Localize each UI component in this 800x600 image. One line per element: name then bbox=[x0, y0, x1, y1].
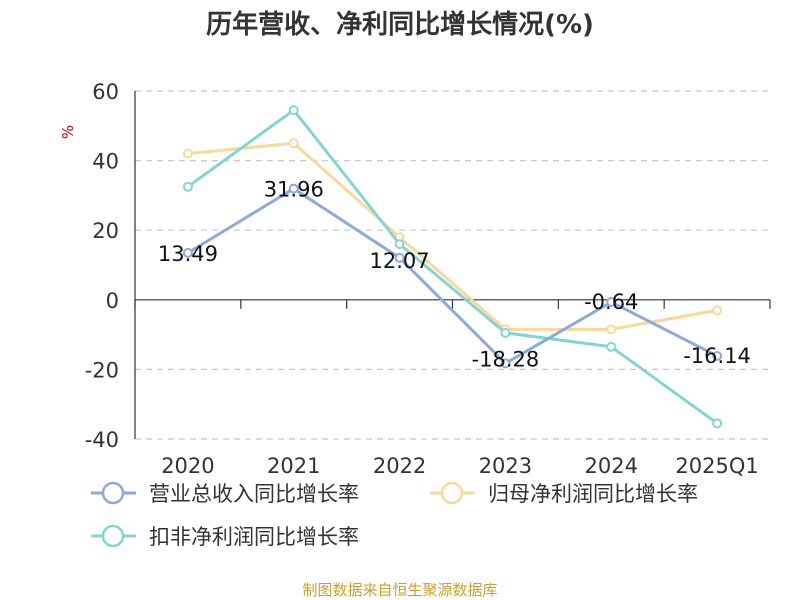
legend-label: 归母净利润同比增长率 bbox=[488, 482, 698, 506]
data-labels: 13.49 31.96 12.07 -18.28 -0.64 -16.14 bbox=[158, 178, 751, 372]
source-note: 制图数据来自恒生聚源数据库 bbox=[302, 581, 497, 599]
y-tick-label: -40 bbox=[85, 428, 119, 452]
series-0-point bbox=[182, 247, 193, 258]
series-line-1 bbox=[187, 141, 718, 331]
legend-swatch-circle bbox=[101, 481, 125, 505]
data-label: 13.49 bbox=[158, 242, 218, 266]
y-tick-label: -20 bbox=[85, 358, 119, 382]
series-1-point bbox=[288, 138, 299, 149]
axes bbox=[134, 91, 771, 439]
grid-lines bbox=[135, 90, 770, 440]
legend-item-2[interactable]: 扣非净利润同比增长率 bbox=[91, 524, 359, 549]
series-2-point bbox=[712, 418, 723, 429]
x-tick-label: 2025Q1 bbox=[675, 454, 758, 478]
x-tick-label: 2020 bbox=[161, 454, 214, 478]
series-2-point bbox=[182, 181, 193, 192]
series-1-point bbox=[712, 305, 723, 316]
series-2-point bbox=[606, 341, 617, 352]
legend-swatch-circle bbox=[101, 524, 125, 548]
series-0-point bbox=[288, 183, 299, 194]
legend-label: 扣非净利润同比增长率 bbox=[149, 525, 359, 549]
legend-label: 营业总收入同比增长率 bbox=[149, 482, 359, 506]
x-tick-label: 2021 bbox=[267, 454, 320, 478]
legend-item-0[interactable]: 营业总收入同比增长率 bbox=[91, 481, 359, 506]
chart-title: 历年营收、净利同比增长情况(%) bbox=[206, 9, 594, 40]
legend-swatch-circle bbox=[440, 481, 464, 505]
series-1-point bbox=[606, 324, 617, 335]
y-tick-label: 20 bbox=[92, 219, 119, 243]
series-line-0 bbox=[187, 187, 718, 365]
series-0-point bbox=[712, 350, 723, 361]
y-axis-ticks: 60 40 20 0 -20 -40 bbox=[85, 80, 119, 452]
x-tick-label: 2023 bbox=[479, 454, 532, 478]
series-0-point bbox=[606, 297, 617, 308]
data-label: -0.64 bbox=[584, 290, 638, 314]
series-2-point bbox=[394, 239, 405, 250]
y-tick-label: 40 bbox=[92, 150, 119, 174]
series-2-point bbox=[500, 327, 511, 338]
series-line-2 bbox=[187, 108, 718, 425]
series-1-point bbox=[182, 148, 193, 159]
series-2-point bbox=[288, 105, 299, 116]
data-label: -16.14 bbox=[683, 344, 751, 368]
series-group bbox=[182, 105, 723, 429]
series-0-point bbox=[394, 252, 405, 263]
series-0-point bbox=[500, 358, 511, 369]
y-unit-label: % bbox=[59, 125, 77, 139]
y-tick-label: 0 bbox=[106, 289, 119, 313]
data-label: 12.07 bbox=[370, 249, 430, 273]
data-label: 31.96 bbox=[264, 178, 324, 202]
data-label: -18.28 bbox=[472, 347, 540, 371]
legend-item-1[interactable]: 归母净利润同比增长率 bbox=[430, 481, 698, 506]
y-tick-label: 60 bbox=[92, 80, 119, 104]
x-tick-label: 2024 bbox=[585, 454, 638, 478]
x-tick-label: 2022 bbox=[373, 454, 426, 478]
x-axis-ticks: 2020 2021 2022 2023 2024 2025Q1 bbox=[161, 454, 759, 478]
